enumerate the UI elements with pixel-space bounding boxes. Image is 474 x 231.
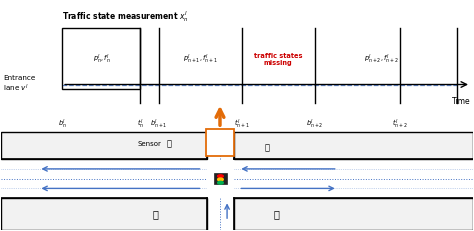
Text: $p_{n+2}^l, f_{n+2}^l$: $p_{n+2}^l, f_{n+2}^l$ — [364, 53, 399, 66]
Text: traffic states
missing: traffic states missing — [254, 53, 302, 66]
Circle shape — [218, 178, 223, 181]
Text: $b_{n+2}^l$: $b_{n+2}^l$ — [306, 118, 324, 131]
Text: 📷: 📷 — [152, 209, 158, 219]
Circle shape — [218, 175, 223, 178]
Bar — [0, 132, 207, 159]
Bar — [0, 198, 207, 230]
Circle shape — [218, 181, 223, 184]
Text: $b_{n+1}^l$: $b_{n+1}^l$ — [150, 118, 168, 131]
Text: Traffic state measurement $x_n^l$: Traffic state measurement $x_n^l$ — [62, 9, 189, 24]
Bar — [214, 173, 227, 184]
Text: $t_{n+2}^l$: $t_{n+2}^l$ — [392, 118, 408, 131]
Text: $p_{n+1}^l, f_{n+1}^l$: $p_{n+1}^l, f_{n+1}^l$ — [183, 53, 218, 66]
Text: 📷: 📷 — [166, 140, 171, 149]
Bar — [234, 132, 474, 159]
FancyBboxPatch shape — [206, 129, 234, 156]
Bar — [234, 198, 474, 230]
Text: Time: Time — [452, 97, 471, 106]
Text: Sensor: Sensor — [137, 141, 161, 147]
Text: $b_n^l$: $b_n^l$ — [58, 118, 66, 131]
Text: $p_n^l, f_n^l$: $p_n^l, f_n^l$ — [92, 53, 110, 66]
Text: $t_{n+1}^l$: $t_{n+1}^l$ — [234, 118, 250, 131]
Text: $v^l$: $v^l$ — [216, 136, 224, 149]
Text: $t_n^l$: $t_n^l$ — [137, 118, 144, 131]
Text: Entrance
lane $v^l$: Entrance lane $v^l$ — [3, 75, 36, 94]
Text: 📷: 📷 — [273, 209, 279, 219]
Text: 📷: 📷 — [264, 143, 269, 152]
